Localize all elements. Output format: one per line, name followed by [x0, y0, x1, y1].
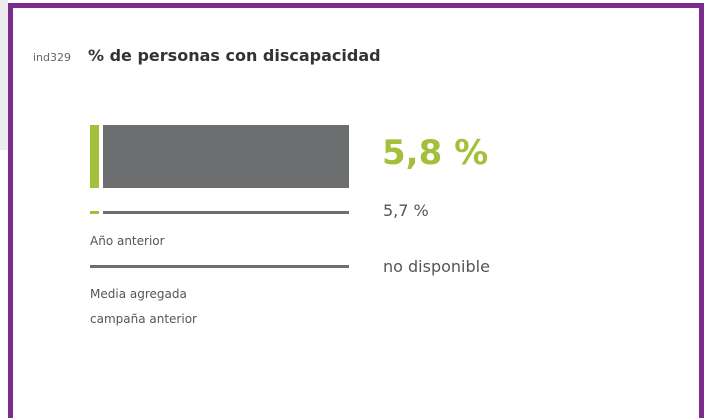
- previous-value: 5,7 %: [383, 201, 429, 220]
- value-bar-highlight: [90, 125, 99, 188]
- card: [8, 3, 704, 418]
- aggregate-label: Media agregada: [90, 287, 187, 301]
- previous-line-rest: [103, 211, 349, 214]
- aggregate-label: campaña anterior: [90, 312, 197, 326]
- aggregate-value: no disponible: [383, 257, 490, 276]
- indicator-value: 5,8 %: [382, 133, 489, 173]
- aggregate-line: [90, 265, 349, 268]
- previous-label: Año anterior: [90, 234, 165, 248]
- indicator-id: ind329: [33, 51, 72, 64]
- indicator-title: % de personas con discapacidad: [88, 46, 381, 65]
- value-bar-rest: [103, 125, 349, 188]
- previous-line-highlight: [90, 211, 99, 214]
- left-strip: [0, 0, 8, 150]
